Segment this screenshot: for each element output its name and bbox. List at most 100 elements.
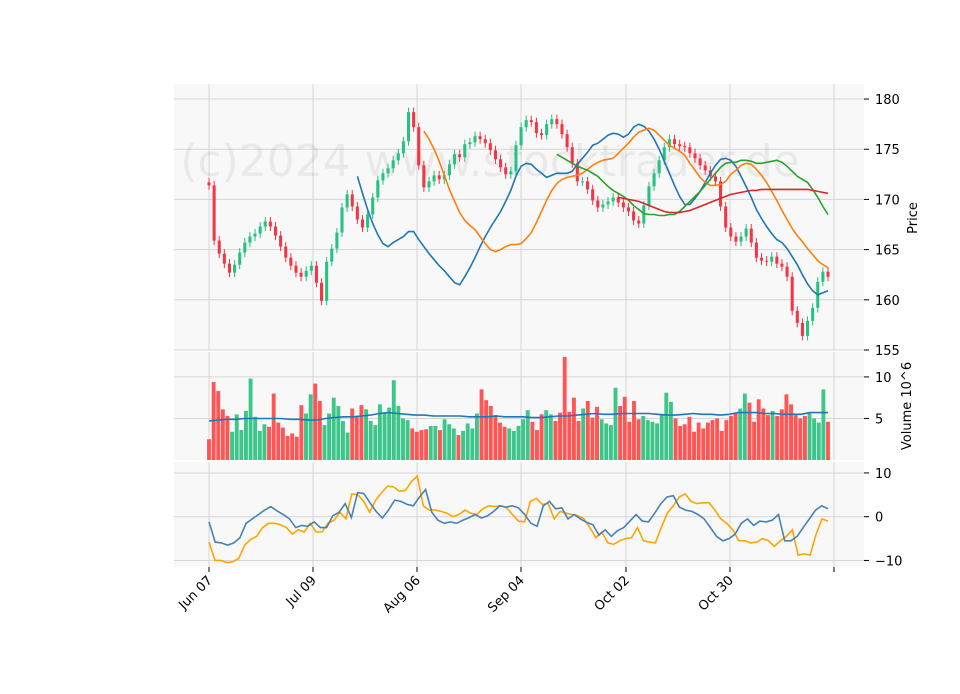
volume-bar bbox=[465, 423, 470, 460]
candle-body bbox=[637, 220, 641, 224]
candle-body bbox=[626, 207, 631, 212]
candle-body bbox=[340, 207, 344, 233]
volume-bar bbox=[710, 420, 715, 460]
volume-bar bbox=[752, 421, 757, 460]
candle-body bbox=[826, 271, 830, 277]
volume-bar bbox=[401, 418, 405, 460]
candle-body bbox=[770, 256, 774, 262]
volume-bar bbox=[354, 415, 359, 460]
volume-bar bbox=[285, 435, 290, 460]
candle-body bbox=[657, 160, 661, 174]
candle-body bbox=[586, 181, 590, 190]
indicator-line-2 bbox=[208, 474, 829, 564]
candle-body bbox=[488, 143, 492, 151]
volume-bar bbox=[410, 428, 415, 460]
y-tick-label: 10 bbox=[875, 371, 892, 386]
candle-body bbox=[514, 145, 518, 172]
volume-bar bbox=[696, 422, 701, 460]
volume-bar bbox=[442, 419, 447, 460]
volume-bar bbox=[271, 393, 276, 460]
volume-bar bbox=[304, 413, 308, 460]
volume-bar bbox=[405, 420, 410, 460]
volume-bar bbox=[622, 396, 627, 460]
candle-body bbox=[524, 120, 528, 128]
volume-bar bbox=[645, 420, 650, 460]
volume-bar bbox=[391, 380, 396, 460]
candle-body bbox=[314, 265, 318, 283]
candle-body bbox=[499, 159, 503, 168]
volume-bar bbox=[793, 415, 798, 460]
candle-body bbox=[719, 181, 723, 207]
volume-bar bbox=[341, 420, 345, 460]
candle-body bbox=[667, 139, 671, 148]
volume-bar bbox=[331, 397, 336, 460]
volume-bar bbox=[299, 405, 304, 460]
volume-bar bbox=[350, 408, 355, 460]
candle-body bbox=[207, 182, 211, 186]
candle-body bbox=[309, 265, 313, 271]
candle-body bbox=[785, 266, 789, 277]
volume-bar bbox=[821, 389, 826, 460]
candle-body bbox=[591, 189, 595, 201]
volume-bar bbox=[604, 423, 609, 460]
volume-bar bbox=[733, 412, 738, 460]
volume-bar bbox=[747, 402, 752, 460]
candle-body bbox=[345, 194, 349, 208]
candle-body bbox=[401, 141, 405, 154]
candle-body bbox=[606, 201, 610, 205]
y-tick-label: 160 bbox=[875, 294, 900, 309]
volume-bar bbox=[715, 418, 720, 460]
candle-body bbox=[672, 139, 677, 145]
candle-body bbox=[616, 197, 620, 203]
candle-body bbox=[744, 228, 748, 237]
volume-bar bbox=[659, 414, 664, 460]
indicator-panel-bg bbox=[174, 462, 864, 567]
volume-bar bbox=[521, 419, 526, 460]
volume-bar bbox=[742, 393, 747, 460]
y-tick-label: −10 bbox=[875, 554, 902, 569]
volume-bar bbox=[761, 408, 766, 460]
volume-bar bbox=[461, 430, 466, 460]
candle-body bbox=[258, 226, 262, 234]
volume-bar bbox=[530, 421, 535, 460]
x-tick-label: Oct 02 bbox=[592, 573, 633, 614]
volume-bar bbox=[826, 421, 830, 460]
candle-body bbox=[775, 256, 779, 264]
volume-bar bbox=[294, 436, 299, 460]
candle-body bbox=[243, 242, 247, 253]
volume-bar bbox=[571, 397, 576, 460]
x-tick-label: Jun 07 bbox=[176, 573, 216, 613]
x-tick-label: Oct 30 bbox=[696, 573, 737, 614]
x-tick-label: Aug 06 bbox=[381, 573, 424, 616]
volume-bar bbox=[516, 425, 521, 460]
candle-body bbox=[504, 167, 508, 175]
volume-bar bbox=[207, 439, 211, 460]
price-axis-label: Price bbox=[906, 202, 921, 234]
volume-bar bbox=[359, 405, 364, 460]
y-tick-label: 5 bbox=[875, 412, 883, 427]
volume-bar bbox=[655, 423, 660, 460]
volume-bar bbox=[641, 415, 646, 460]
volume-bar bbox=[599, 419, 604, 460]
candle-body bbox=[545, 124, 549, 136]
candle-body bbox=[662, 147, 666, 161]
candle-body bbox=[483, 139, 487, 144]
candle-body bbox=[412, 112, 416, 128]
volume-bar bbox=[558, 412, 563, 460]
candle-body bbox=[539, 133, 544, 136]
candle-body bbox=[478, 136, 482, 140]
volume-bar bbox=[511, 430, 516, 460]
candle-body bbox=[350, 194, 354, 207]
volume-bar bbox=[766, 415, 770, 460]
candle-body bbox=[632, 211, 636, 221]
y-tick-label: 170 bbox=[875, 193, 900, 208]
candle-body bbox=[693, 153, 697, 159]
candle-body bbox=[335, 232, 339, 249]
volume-bar bbox=[479, 389, 484, 460]
y-tick-label: 175 bbox=[875, 143, 900, 158]
candle-body bbox=[222, 253, 226, 264]
volume-bar bbox=[387, 407, 392, 460]
candle-body bbox=[621, 202, 625, 208]
candle-body bbox=[565, 134, 569, 148]
volume-bar bbox=[618, 406, 623, 460]
